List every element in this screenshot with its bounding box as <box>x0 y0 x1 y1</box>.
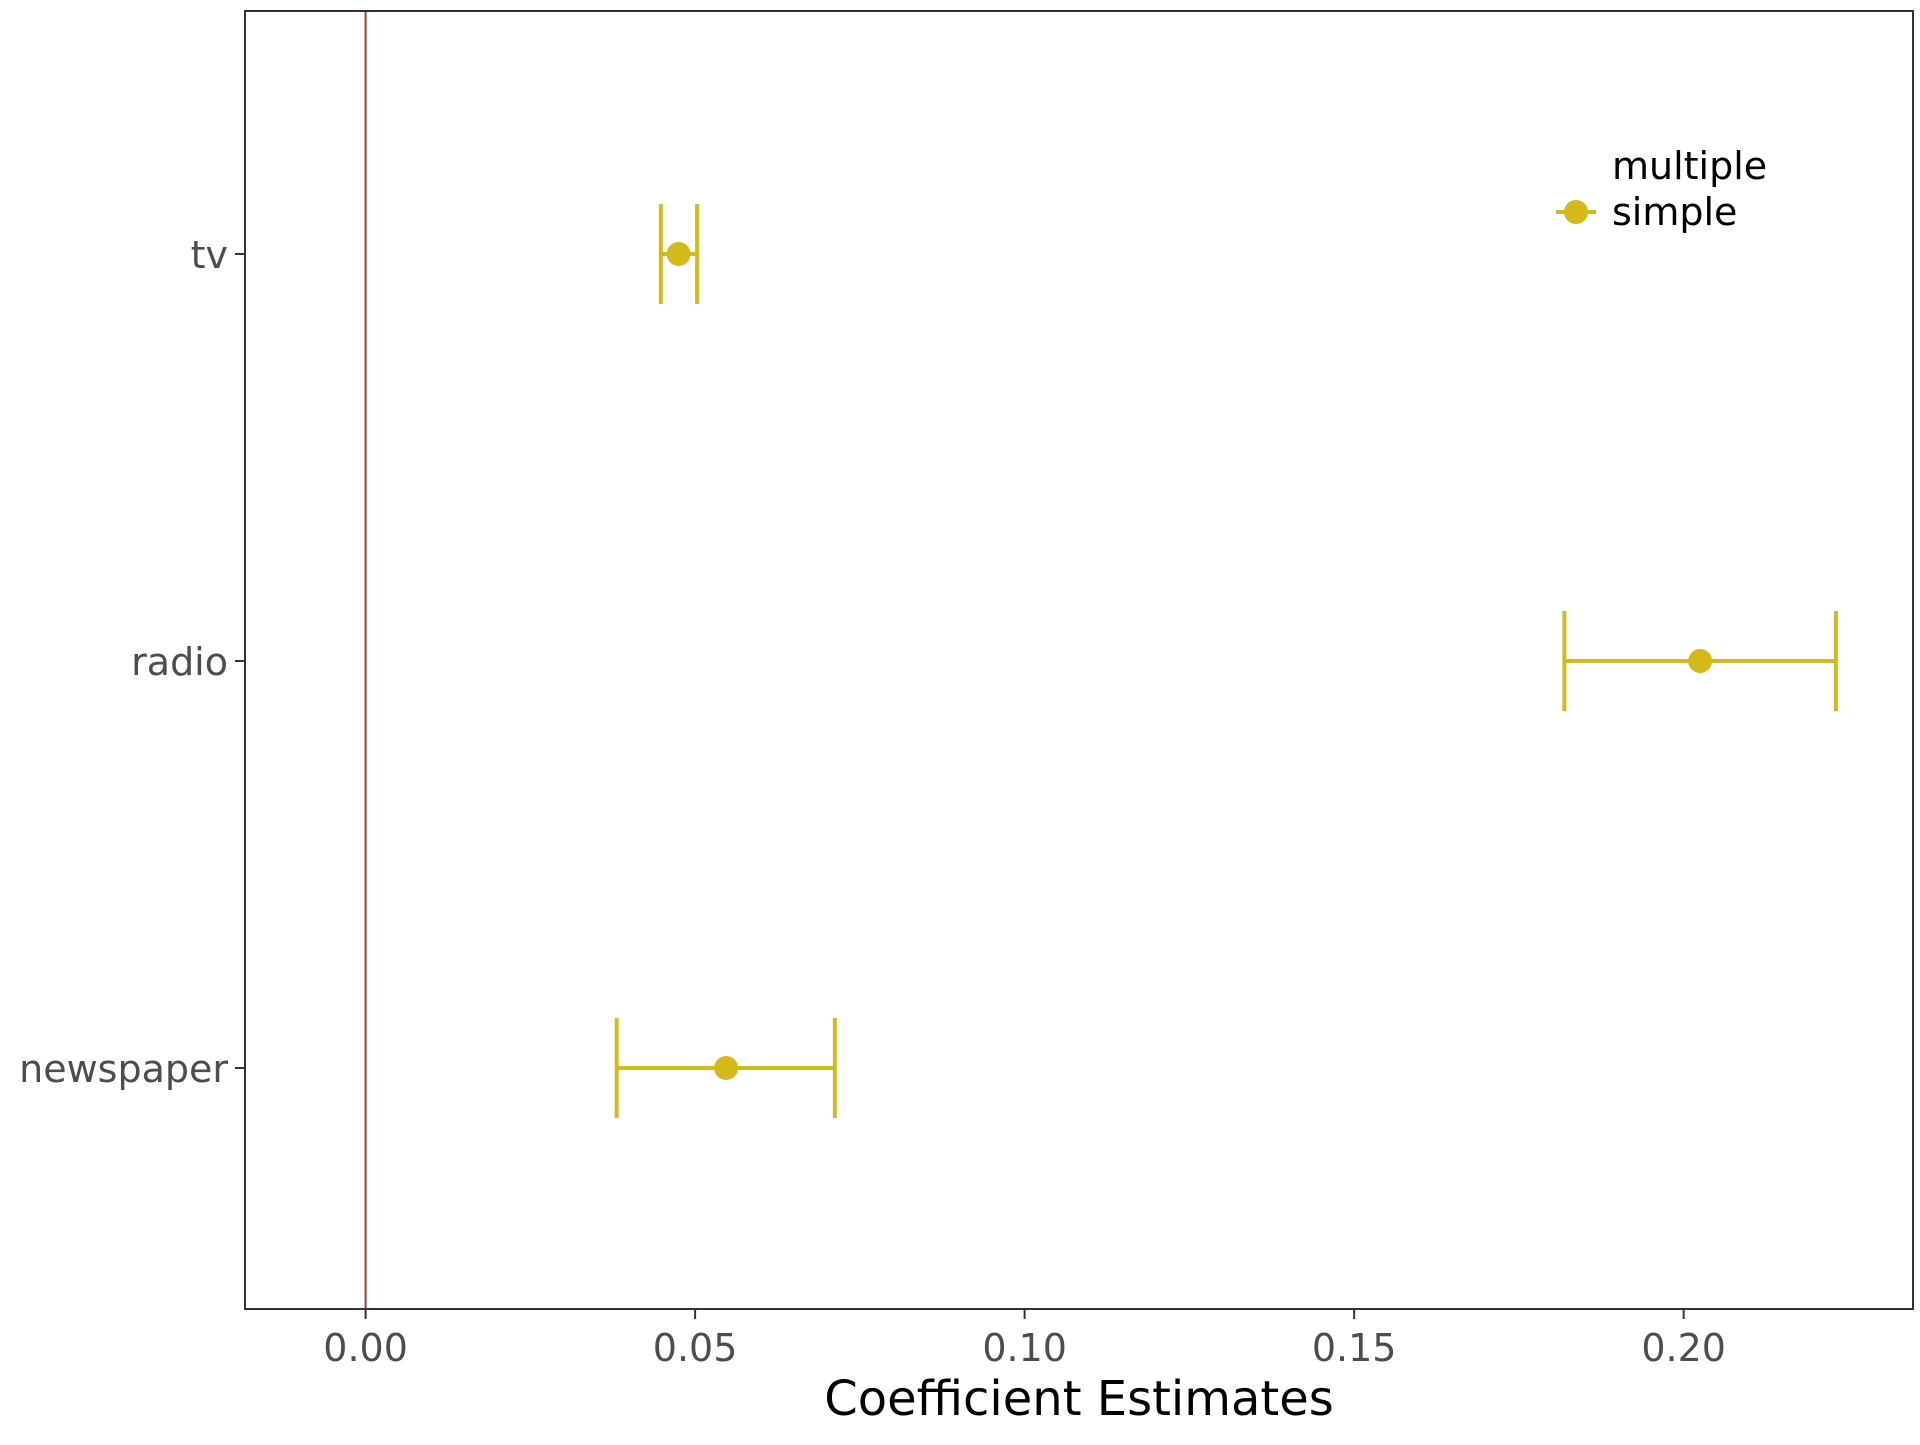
point-estimate-newspaper <box>714 1056 739 1080</box>
point-estimate-radio <box>1688 649 1713 673</box>
x-tick-label: 0.20 <box>1641 1326 1726 1370</box>
coef-newspaper <box>614 1018 837 1118</box>
marks-layer <box>614 204 1838 1118</box>
y-tick-label-newspaper: newspaper <box>19 1047 228 1091</box>
x-tick-label: 0.05 <box>653 1326 738 1370</box>
x-tick-label: 0.15 <box>1312 1326 1397 1370</box>
coef-tv <box>658 204 700 304</box>
legend-label-simple: simple <box>1612 190 1737 234</box>
point-estimate-tv <box>666 242 691 266</box>
coef-radio <box>1562 611 1838 711</box>
legend-key-point-simple <box>1564 200 1588 224</box>
legend-label-multiple: multiple <box>1612 144 1767 188</box>
y-axis: tv radio newspaper <box>19 233 245 1091</box>
y-tick-label-tv: tv <box>191 233 228 277</box>
x-axis-title: Coefficient Estimates <box>824 1371 1334 1427</box>
x-axis: 0.00 0.05 0.10 0.15 0.20 <box>323 1309 1726 1370</box>
x-tick-label: 0.00 <box>323 1326 408 1370</box>
legend-key-simple <box>1556 200 1596 224</box>
y-tick-label-radio: radio <box>131 640 228 684</box>
x-tick-label: 0.10 <box>982 1326 1067 1370</box>
